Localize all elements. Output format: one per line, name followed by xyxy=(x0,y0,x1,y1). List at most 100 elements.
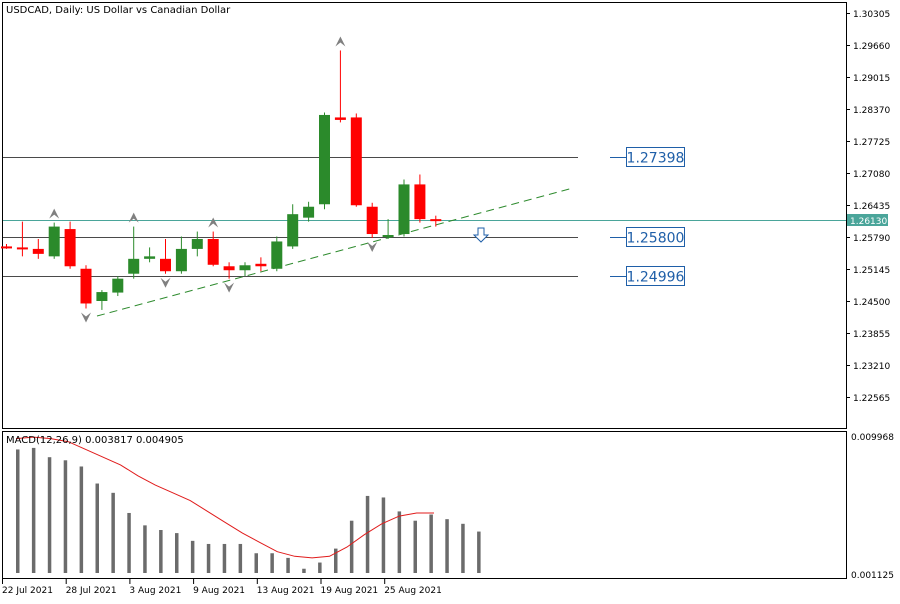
macd-bar[interactable] xyxy=(302,568,306,573)
price-tick-label: 1.28370 xyxy=(853,106,890,116)
price-tick-label: 1.25790 xyxy=(853,234,890,244)
macd-bar[interactable] xyxy=(461,523,465,573)
trend-line[interactable] xyxy=(96,187,574,317)
macd-bar[interactable] xyxy=(63,460,68,573)
macd-bar[interactable] xyxy=(127,512,131,573)
macd-bar[interactable] xyxy=(445,519,449,573)
sell-signal-arrow-icon[interactable] xyxy=(472,227,490,243)
fractal-up-arrow-icon xyxy=(208,217,219,228)
fractal-down-arrow-icon xyxy=(81,312,91,323)
fractal-up-arrow-icon xyxy=(128,212,139,223)
macd-bar[interactable] xyxy=(365,495,370,573)
date-tick-label: 28 Jul 2021 xyxy=(66,586,117,596)
macd-bar[interactable] xyxy=(477,531,481,573)
date-tick-label: 19 Aug 2021 xyxy=(321,586,379,596)
candle-down[interactable] xyxy=(255,263,267,267)
macd-panel[interactable] xyxy=(2,431,847,579)
candle-down[interactable] xyxy=(334,117,346,120)
macd-bar[interactable] xyxy=(238,543,243,573)
macd-bar[interactable] xyxy=(175,533,179,573)
candle-up[interactable] xyxy=(319,114,330,205)
candle-down[interactable] xyxy=(80,268,92,304)
price-tick-label: 1.30305 xyxy=(853,10,890,20)
fractal-up-arrow-icon xyxy=(49,208,60,219)
macd-bar[interactable] xyxy=(222,543,227,573)
candle-up[interactable] xyxy=(287,214,299,247)
candle-up[interactable] xyxy=(128,258,140,274)
price-tick-label: 1.23210 xyxy=(853,362,890,372)
macd-bar[interactable] xyxy=(47,457,52,573)
macd-bar[interactable] xyxy=(349,520,354,573)
candle-down[interactable] xyxy=(16,247,28,250)
macd-bar[interactable] xyxy=(190,540,195,573)
candle-up[interactable] xyxy=(112,278,124,293)
candle-down[interactable] xyxy=(64,229,76,267)
candle-down[interactable] xyxy=(366,206,378,235)
price-tick-label: 1.22565 xyxy=(853,394,890,404)
candle-up[interactable] xyxy=(303,206,315,218)
level-label-box[interactable] xyxy=(626,147,685,167)
candle-up[interactable] xyxy=(191,238,203,249)
candle-up[interactable] xyxy=(271,241,283,269)
date-tick-label: 13 Aug 2021 xyxy=(257,586,315,596)
date-tick-label: 22 Jul 2021 xyxy=(2,586,53,596)
macd-bar[interactable] xyxy=(95,483,100,573)
fractal-down-arrow-icon xyxy=(367,241,378,252)
candle-down[interactable] xyxy=(32,248,44,254)
macd-bar[interactable] xyxy=(16,449,20,573)
candle-up[interactable] xyxy=(175,248,187,272)
price-tick-label: 1.25145 xyxy=(853,266,890,276)
macd-bar[interactable] xyxy=(31,447,36,573)
level-label-1: 1.25800 xyxy=(627,231,685,247)
price-tick-label: 1.27725 xyxy=(853,138,890,148)
candle-down[interactable] xyxy=(223,266,235,271)
candle-down[interactable] xyxy=(430,219,442,222)
current-price-badge xyxy=(847,214,888,226)
macd-bar[interactable] xyxy=(270,553,274,573)
macd-signal-line[interactable] xyxy=(15,436,434,559)
candle-down[interactable] xyxy=(160,258,171,272)
candle-up[interactable] xyxy=(382,235,394,238)
price-tick-label: 1.29015 xyxy=(853,74,890,84)
candle-up[interactable] xyxy=(48,226,60,257)
level-label-2: 1.24996 xyxy=(627,270,685,286)
level-label-box[interactable] xyxy=(626,266,685,286)
price-tick-label: 1.23855 xyxy=(853,330,890,340)
candle-down[interactable] xyxy=(350,117,362,206)
fractal-down-arrow-icon xyxy=(224,282,235,293)
level-label-box[interactable] xyxy=(626,227,685,247)
level-label-0: 1.27398 xyxy=(627,151,685,167)
macd-bar[interactable] xyxy=(111,492,115,573)
candle-down[interactable] xyxy=(207,238,219,265)
date-tick-label: 3 Aug 2021 xyxy=(129,586,181,596)
macd-tick-label: 0.001125 xyxy=(851,571,894,581)
candle-up[interactable] xyxy=(239,265,251,271)
macd-bar[interactable] xyxy=(318,562,322,573)
macd-bar[interactable] xyxy=(429,514,433,573)
candle-down[interactable] xyxy=(414,184,426,220)
macd-bar[interactable] xyxy=(413,520,418,573)
macd-bar[interactable] xyxy=(381,497,386,573)
macd-bar[interactable] xyxy=(334,548,338,573)
price-tick-label: 1.26435 xyxy=(853,202,890,212)
price-tick-label: 1.24500 xyxy=(853,298,890,308)
date-tick-label: 25 Aug 2021 xyxy=(384,586,442,596)
candle-up[interactable] xyxy=(96,292,108,301)
fractal-down-arrow-icon xyxy=(160,277,171,288)
candle-up[interactable] xyxy=(398,184,410,235)
macd-bar[interactable] xyxy=(79,466,84,573)
candle-down[interactable] xyxy=(1,246,12,249)
macd-bar[interactable] xyxy=(397,511,402,573)
macd-bar[interactable] xyxy=(206,543,211,573)
date-tick-label: 9 Aug 2021 xyxy=(193,586,245,596)
price-tick-label: 1.27080 xyxy=(853,170,890,180)
macd-label: MACD(12,26,9) 0.003817 0.004905 xyxy=(6,435,184,446)
macd-bar[interactable] xyxy=(254,553,259,573)
candle-up[interactable] xyxy=(144,256,156,259)
macd-bar[interactable] xyxy=(143,525,147,573)
macd-bar[interactable] xyxy=(159,530,163,573)
chart-title: USDCAD, Daily: US Dollar vs Canadian Dol… xyxy=(6,5,231,16)
macd-bar[interactable] xyxy=(286,557,290,573)
